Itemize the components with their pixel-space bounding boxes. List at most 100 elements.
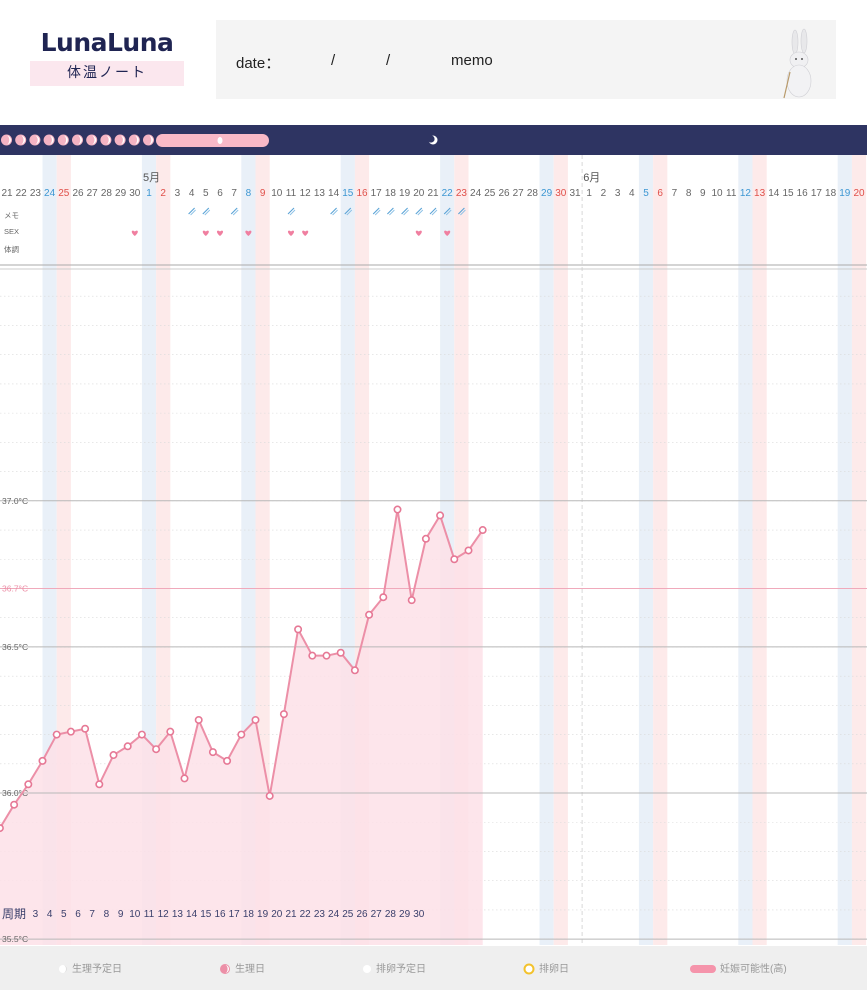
data-point [208, 748, 217, 757]
data-point [294, 625, 303, 634]
day-number: 22 [442, 188, 454, 199]
day-number: 18 [385, 188, 397, 199]
memo-icon [372, 207, 381, 216]
memo-icon-stroke [401, 207, 408, 215]
saturday-band [539, 155, 554, 945]
period-day-icon-crescent [120, 135, 125, 145]
ovulation-icon [523, 963, 535, 975]
legend-item-expected-period: 生理予定日 [58, 960, 122, 975]
row-label-condition: 体調 [4, 244, 19, 254]
day-number: 4 [189, 188, 195, 199]
day-number: 6 [217, 188, 223, 199]
cycle-day-number: 25 [342, 909, 354, 920]
data-point [379, 593, 388, 602]
cycle-day-number: 17 [229, 909, 241, 920]
period-day-icon-crescent [148, 135, 153, 145]
legend-label: 排卵予定日 [376, 964, 426, 975]
day-number: 4 [629, 188, 635, 199]
memo-icon-stroke [204, 209, 211, 216]
day-number: 29 [115, 188, 127, 199]
row-label-sex: SEX [4, 227, 19, 236]
cycle-day-number: 24 [328, 909, 340, 920]
cycle-day-number: 10 [129, 909, 141, 920]
day-number: 23 [456, 188, 468, 199]
period-day-icon-crescent [63, 135, 68, 145]
fertile-window-bar [156, 134, 269, 147]
day-number: 12 [740, 188, 752, 199]
day-number: 17 [371, 188, 383, 199]
heart-icon [202, 230, 209, 236]
legend-item-period: 生理日 [219, 960, 265, 975]
period-day-icon-crescent [134, 135, 139, 145]
y-tick-label: 36.5°C [2, 642, 28, 652]
day-number: 21 [1, 188, 13, 199]
day-number: 13 [754, 188, 766, 199]
day-number: 20 [853, 188, 865, 199]
cycle-day-number: 29 [399, 909, 411, 920]
day-number: 15 [782, 188, 794, 199]
data-point [137, 730, 146, 739]
memo-icon-stroke [415, 207, 423, 215]
fertile-icon [690, 965, 716, 974]
day-number: 21 [427, 188, 439, 199]
data-point [436, 511, 445, 520]
memo-icon [287, 207, 296, 216]
day-number: 13 [314, 188, 326, 199]
memo-icon-stroke [346, 209, 353, 216]
day-number: 28 [101, 188, 113, 199]
day-number: 24 [44, 188, 56, 199]
day-number: 8 [686, 188, 692, 199]
memo-icon-stroke [287, 207, 295, 215]
period-day-icon-crescent [49, 135, 54, 145]
data-point [450, 555, 459, 564]
sunday-band [653, 155, 668, 945]
day-number: 29 [541, 188, 553, 199]
day-number: 11 [726, 188, 737, 199]
day-number: 1 [586, 188, 592, 199]
date-slash-2: / [386, 52, 391, 69]
legend-label: 妊娠可能性(高) [720, 964, 787, 975]
cycle-status-icons [1, 134, 438, 147]
expected-period-icon [59, 965, 67, 974]
data-point [223, 756, 232, 765]
day-number: 23 [30, 188, 42, 199]
y-tick-label: 36.0°C [2, 788, 28, 798]
legend-label: 生理予定日 [72, 964, 122, 975]
y-tick-label: 36.7°C [2, 583, 28, 593]
day-number: 16 [356, 188, 368, 199]
memo-icon-stroke [372, 207, 380, 215]
data-point [180, 774, 189, 783]
memo-icon-stroke [458, 207, 465, 215]
data-point [322, 651, 331, 660]
day-number: 27 [87, 188, 99, 199]
period-day-icon-crescent [20, 135, 26, 145]
memo-icon [387, 207, 395, 216]
day-number: 24 [470, 188, 482, 199]
expected-ovulation-icon [363, 965, 371, 974]
cycle-day-number: 13 [172, 909, 184, 920]
day-number: 26 [72, 188, 84, 199]
cycle-day-number: 4 [47, 909, 53, 920]
day-number: 31 [569, 188, 581, 199]
data-point [251, 715, 260, 724]
day-number: 19 [839, 188, 851, 199]
day-number: 2 [601, 188, 607, 199]
memo-icon [415, 207, 424, 216]
data-point [279, 710, 288, 719]
day-number: 25 [484, 188, 496, 199]
cycle-day-number: 28 [385, 909, 397, 920]
rabbit-mascot-icon [772, 28, 822, 100]
legend-item-expected-ovulation: 排卵予定日 [362, 960, 426, 975]
day-number: 3 [175, 188, 181, 199]
day-number: 9 [260, 188, 266, 199]
data-point [109, 751, 118, 760]
day-number: 22 [16, 188, 28, 199]
memo-icon-stroke [332, 209, 338, 216]
heart-icon [245, 230, 252, 236]
memo-icon-stroke [289, 209, 296, 216]
day-number: 3 [615, 188, 621, 199]
day-number: 5 [643, 188, 649, 199]
memo-icon-stroke [460, 209, 466, 216]
memo-icon [188, 207, 196, 216]
period-icon [220, 964, 230, 975]
